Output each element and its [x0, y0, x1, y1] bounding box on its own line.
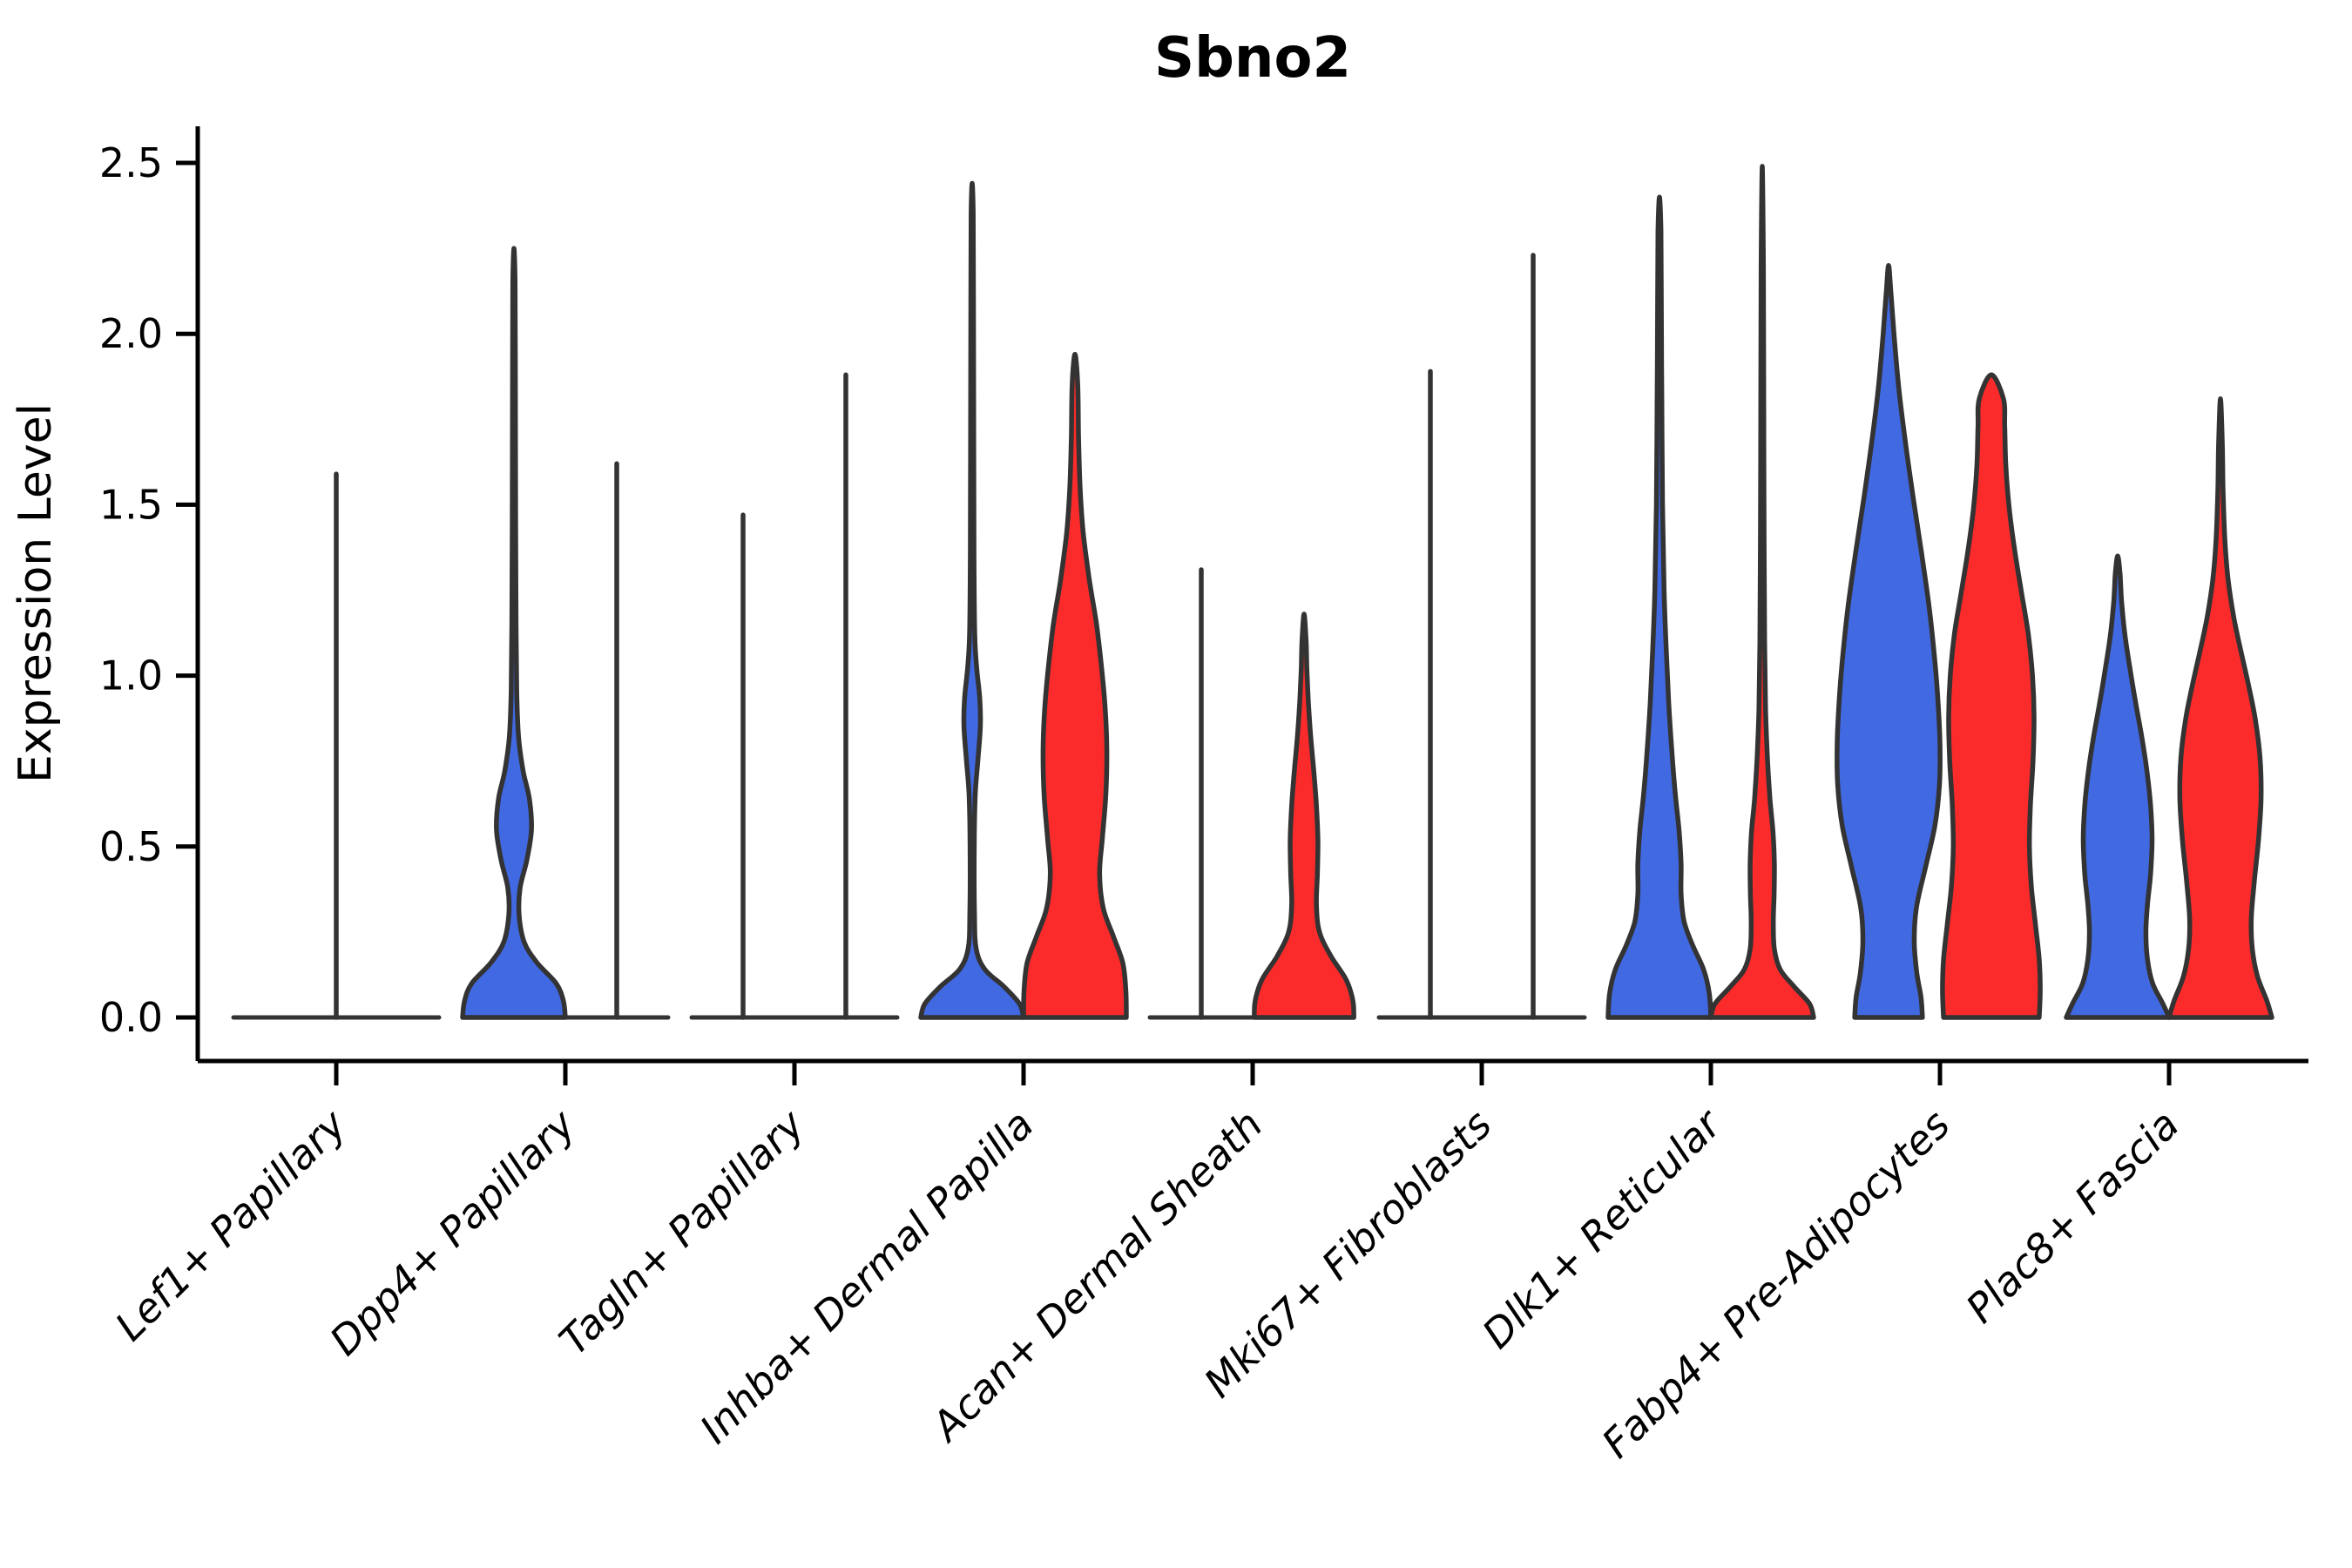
violin-1-left-shape [460, 246, 568, 1020]
y-tick-label: 1.0 [99, 652, 163, 700]
violin-3-left-shape [918, 180, 1026, 1020]
chart-title: Sbno2 [1154, 26, 1351, 91]
axes-layer [176, 126, 2308, 1085]
violin-3-right-shape [1021, 351, 1129, 1020]
y-tick-label: 1.5 [99, 481, 163, 528]
violin-6-left-shape [1605, 194, 1713, 1020]
violin-8-right-shape [2166, 396, 2274, 1020]
violin-4-right-shape [1252, 612, 1356, 1020]
y-tick-label: 2.5 [99, 139, 163, 186]
y-tick-label: 2.0 [99, 310, 163, 357]
y-tick-label: 0.0 [99, 994, 163, 1041]
violin-7-left-shape [1835, 262, 1943, 1020]
violin-8-left-shape [2064, 553, 2172, 1020]
violin-7-right-shape [1940, 372, 2043, 1020]
y-axis-label: Expression Level [10, 403, 62, 783]
x-tick-label: Tagln+ Papillary [550, 1100, 814, 1364]
violins-layer [231, 164, 2274, 1020]
x-tick-label: Dpp4+ Papillary [321, 1100, 585, 1364]
x-tick-label: Plac8+ Fascia [1957, 1101, 2187, 1332]
x-tick-label: Lef1+ Papillary [106, 1100, 355, 1349]
x-tick-label: Dlk1+ Reticular [1473, 1098, 1732, 1357]
violin-6-right-shape [1708, 164, 1816, 1020]
y-tick-label: 0.5 [99, 823, 163, 870]
